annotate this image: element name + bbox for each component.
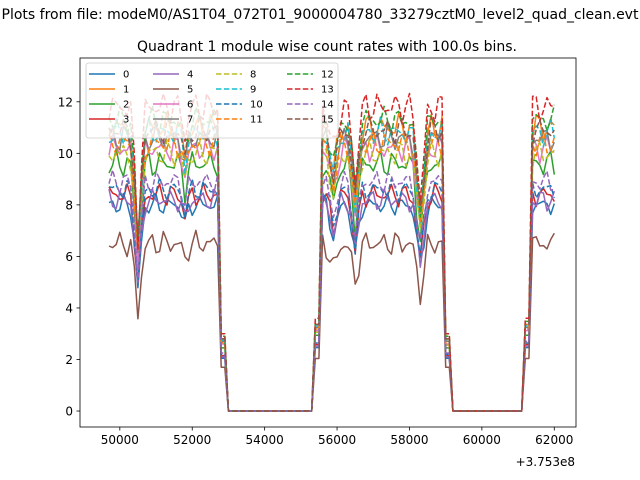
legend-box xyxy=(85,62,339,139)
legend-label-10: 10 xyxy=(250,100,263,111)
plot-frame xyxy=(79,57,577,428)
y-tick-label: 12 xyxy=(58,95,73,109)
y-tick-label: 2 xyxy=(65,353,73,367)
x-tick-label: 56000 xyxy=(318,433,356,447)
x-offset-label: +3.753e8 xyxy=(516,455,575,469)
legend-label-4: 4 xyxy=(187,70,193,81)
plot-lines xyxy=(108,92,556,412)
legend-label-7: 7 xyxy=(187,115,193,126)
legend-label-11: 11 xyxy=(250,115,263,126)
legend-label-12: 12 xyxy=(321,70,334,81)
y-tick-label: 8 xyxy=(65,198,73,212)
legend-label-3: 3 xyxy=(123,115,129,126)
legend-label-14: 14 xyxy=(321,100,334,111)
x-tick-label: 50000 xyxy=(101,433,139,447)
x-tick-label: 60000 xyxy=(463,433,501,447)
series-line-15 xyxy=(108,114,555,412)
legend-label-9: 9 xyxy=(250,85,256,96)
legend-label-13: 13 xyxy=(321,85,334,96)
x-tick-label: 52000 xyxy=(173,433,211,447)
y-tick-label: 0 xyxy=(65,405,73,419)
y-tick-label: 4 xyxy=(65,301,73,315)
x-tick-label: 54000 xyxy=(246,433,284,447)
x-tick-label: 58000 xyxy=(390,433,428,447)
chart-title: Quadrant 1 module wise count rates with … xyxy=(137,39,517,55)
series-line-12 xyxy=(108,104,556,412)
axes: 50000 52000 54000 56000 58000 60000 62000 0 2 4 6 8… xyxy=(58,57,577,447)
legend-label-6: 6 xyxy=(187,100,193,111)
legend-label-15: 15 xyxy=(321,115,334,126)
legend-label-8: 8 xyxy=(250,70,256,81)
legend-label-5: 5 xyxy=(187,85,193,96)
x-tick-label: 62000 xyxy=(535,433,573,447)
y-tick-label: 10 xyxy=(58,147,73,161)
y-tick-label: 6 xyxy=(65,250,73,264)
figure-title: Plots from file: modeM0/AS1T04_072T01_90… xyxy=(2,7,639,23)
legend-label-1: 1 xyxy=(123,85,129,96)
legend-label-2: 2 xyxy=(123,100,129,111)
legend-label-0: 0 xyxy=(123,70,129,81)
